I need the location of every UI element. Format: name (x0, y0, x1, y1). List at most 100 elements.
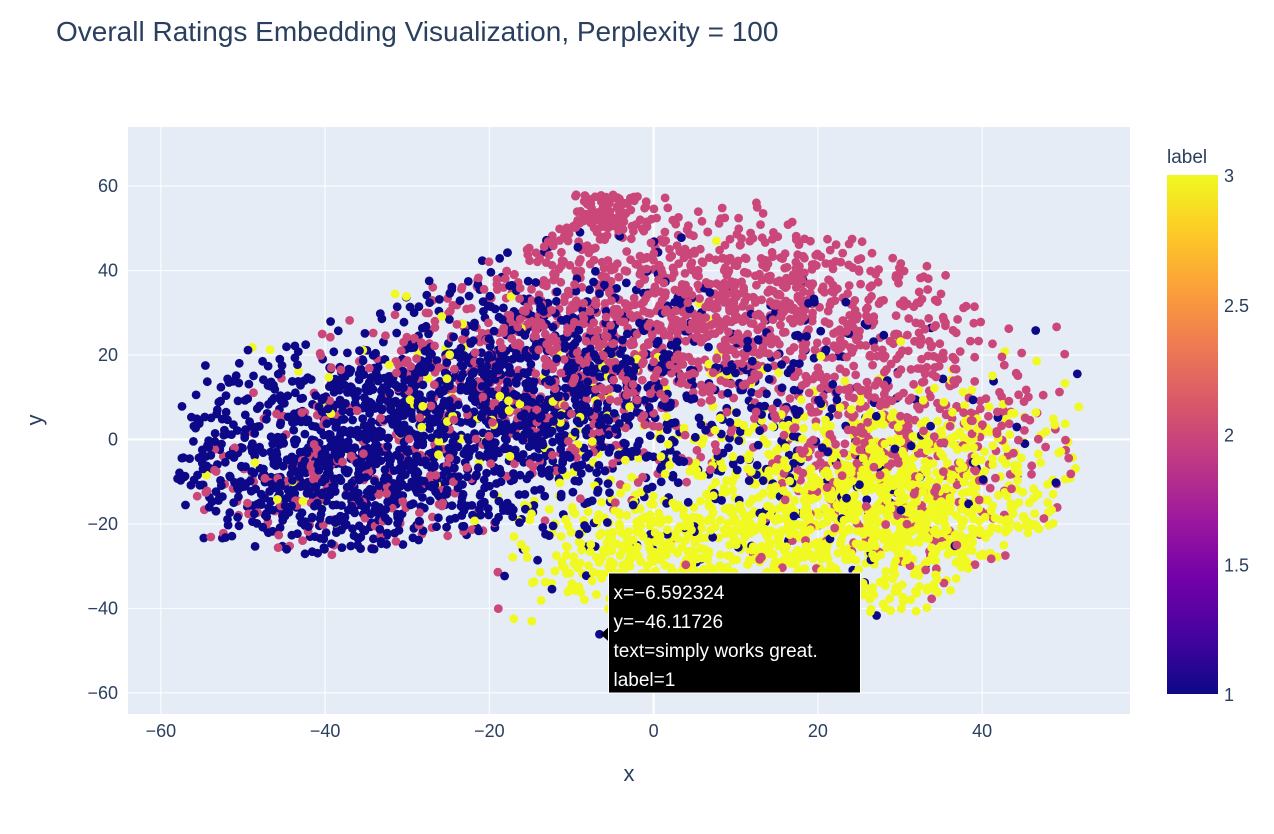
data-point[interactable] (655, 300, 665, 310)
data-point[interactable] (614, 272, 624, 282)
data-point[interactable] (311, 391, 321, 400)
data-point[interactable] (660, 469, 670, 479)
data-point[interactable] (706, 383, 715, 392)
data-point[interactable] (712, 353, 722, 363)
data-point[interactable] (644, 340, 654, 349)
data-point[interactable] (1014, 390, 1023, 400)
data-point[interactable] (613, 396, 623, 406)
data-point[interactable] (832, 327, 841, 337)
data-point[interactable] (849, 361, 859, 371)
data-point[interactable] (725, 304, 734, 313)
data-point[interactable] (778, 421, 788, 431)
data-point[interactable] (574, 258, 584, 267)
data-point[interactable] (515, 283, 525, 293)
data-point[interactable] (580, 521, 589, 530)
data-point[interactable] (916, 419, 926, 429)
data-point[interactable] (840, 376, 850, 386)
data-point[interactable] (233, 512, 243, 522)
data-point[interactable] (758, 476, 768, 486)
data-point[interactable] (541, 278, 551, 287)
data-point[interactable] (906, 441, 916, 451)
data-point[interactable] (622, 482, 632, 492)
data-point[interactable] (833, 410, 843, 420)
data-point[interactable] (790, 372, 800, 381)
data-point[interactable] (432, 356, 442, 365)
data-point[interactable] (497, 315, 507, 324)
data-point[interactable] (948, 407, 957, 417)
data-point[interactable] (728, 485, 737, 495)
data-point[interactable] (717, 203, 727, 213)
data-point[interactable] (850, 296, 860, 305)
data-point[interactable] (586, 326, 596, 335)
data-point[interactable] (899, 450, 908, 459)
data-point[interactable] (484, 257, 494, 267)
data-point[interactable] (355, 346, 364, 356)
data-point[interactable] (535, 254, 544, 263)
data-point[interactable] (706, 525, 716, 535)
data-point[interactable] (697, 257, 707, 266)
data-point[interactable] (968, 538, 977, 547)
data-point[interactable] (940, 508, 949, 517)
data-point[interactable] (786, 559, 796, 568)
data-point[interactable] (768, 315, 778, 325)
data-point[interactable] (533, 555, 542, 565)
data-point[interactable] (790, 496, 800, 505)
data-point[interactable] (457, 284, 466, 294)
data-point[interactable] (392, 328, 402, 338)
data-point[interactable] (764, 449, 773, 459)
data-point[interactable] (785, 394, 795, 403)
data-point[interactable] (538, 523, 548, 532)
data-point[interactable] (552, 354, 562, 364)
data-point[interactable] (595, 289, 604, 298)
data-point[interactable] (728, 452, 738, 461)
data-point[interactable] (743, 464, 752, 474)
data-point[interactable] (1020, 426, 1029, 435)
data-point[interactable] (805, 402, 815, 412)
data-point[interactable] (646, 499, 655, 509)
data-point[interactable] (535, 567, 545, 577)
data-point[interactable] (327, 550, 337, 560)
data-point[interactable] (893, 422, 903, 432)
data-point[interactable] (484, 510, 494, 520)
data-point[interactable] (329, 347, 339, 357)
data-point[interactable] (782, 542, 791, 552)
data-point[interactable] (853, 255, 863, 265)
data-point[interactable] (243, 345, 253, 355)
data-point[interactable] (804, 325, 813, 334)
data-point[interactable] (240, 410, 250, 420)
data-point[interactable] (904, 396, 914, 405)
data-point[interactable] (180, 471, 190, 481)
data-point[interactable] (460, 328, 470, 337)
data-point[interactable] (696, 398, 706, 407)
data-point[interactable] (872, 515, 881, 525)
data-point[interactable] (816, 326, 826, 336)
data-point[interactable] (890, 444, 900, 454)
data-point[interactable] (515, 314, 525, 324)
data-point[interactable] (726, 427, 736, 437)
data-point[interactable] (371, 348, 380, 358)
data-point[interactable] (244, 379, 254, 389)
data-point[interactable] (637, 375, 647, 385)
data-point[interactable] (626, 234, 636, 244)
data-point[interactable] (217, 414, 227, 424)
data-point[interactable] (515, 453, 525, 463)
data-point[interactable] (750, 271, 760, 281)
data-point[interactable] (563, 436, 573, 446)
data-point[interactable] (926, 421, 935, 431)
data-point[interactable] (843, 289, 853, 299)
data-point[interactable] (536, 596, 546, 605)
data-point[interactable] (201, 361, 210, 370)
data-point[interactable] (223, 515, 232, 524)
data-point[interactable] (249, 468, 259, 478)
data-point[interactable] (669, 268, 679, 278)
data-point[interactable] (621, 423, 630, 433)
data-point[interactable] (943, 549, 953, 559)
data-point[interactable] (777, 360, 786, 369)
data-point[interactable] (696, 452, 706, 462)
data-point[interactable] (997, 421, 1006, 431)
data-point[interactable] (430, 316, 440, 326)
data-point[interactable] (789, 511, 799, 521)
data-point[interactable] (893, 488, 903, 498)
data-point[interactable] (290, 353, 300, 363)
data-point[interactable] (716, 515, 725, 525)
